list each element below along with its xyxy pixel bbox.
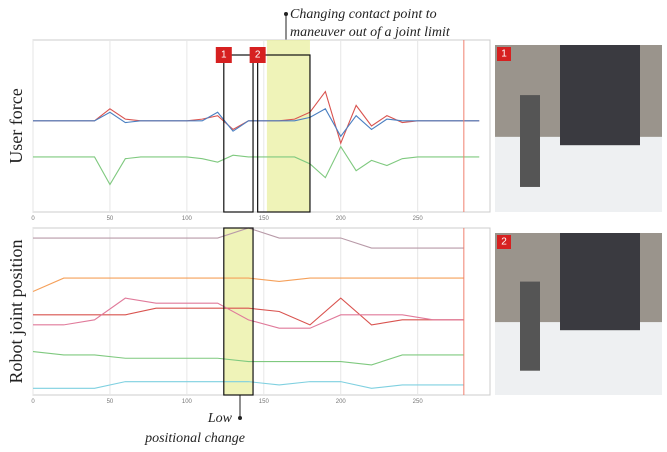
series-line [33,297,464,326]
badge-label: 1 [221,50,227,61]
series-line [32,351,464,366]
x-tick-label: 50 [107,216,114,222]
x-tick-label: 100 [182,216,193,222]
photo-person [560,45,640,146]
leader-dot [238,416,242,420]
x-tick-label: 150 [259,216,270,222]
series-line [33,145,480,186]
x-tick-label: 150 [259,399,270,405]
badge-label: 1 [501,49,507,60]
annotation-bottom-2: positional change [144,431,245,446]
x-tick-label: 50 [107,399,114,405]
badge [249,47,266,63]
x-tick-label: 100 [182,399,193,405]
highlight [223,228,254,395]
plot-frame [32,227,491,396]
y-axis-label: User force [6,88,26,163]
badge [497,47,511,61]
badge-label: 2 [255,50,261,61]
highlight [266,40,310,212]
selection-box [257,54,311,213]
series-line [33,381,464,389]
selection-box [223,54,254,213]
badge-label: 2 [501,237,507,248]
photo-robot [520,95,540,187]
x-tick-label: 250 [413,399,424,405]
annotation-bottom-1: Low [207,411,233,426]
annotation-top-1: Changing contact point to [290,7,437,22]
y-axis-label: Robot joint position [6,239,26,383]
series-line [33,108,480,138]
annotation-top-2: maneuver out of a joint limit [290,25,451,40]
series-line [32,277,464,292]
badge [497,235,511,249]
x-tick-label: 0 [31,216,35,222]
badge [215,47,232,63]
plot-frame [32,39,491,213]
x-tick-label: 200 [336,399,347,405]
series-line [33,297,464,329]
photo-robot [520,281,540,371]
x-tick-label: 250 [413,216,424,222]
photo-person [560,233,640,331]
x-tick-label: 0 [31,399,35,405]
selection-box [223,227,254,396]
leader-dot [284,12,288,16]
x-tick-label: 200 [336,216,347,222]
